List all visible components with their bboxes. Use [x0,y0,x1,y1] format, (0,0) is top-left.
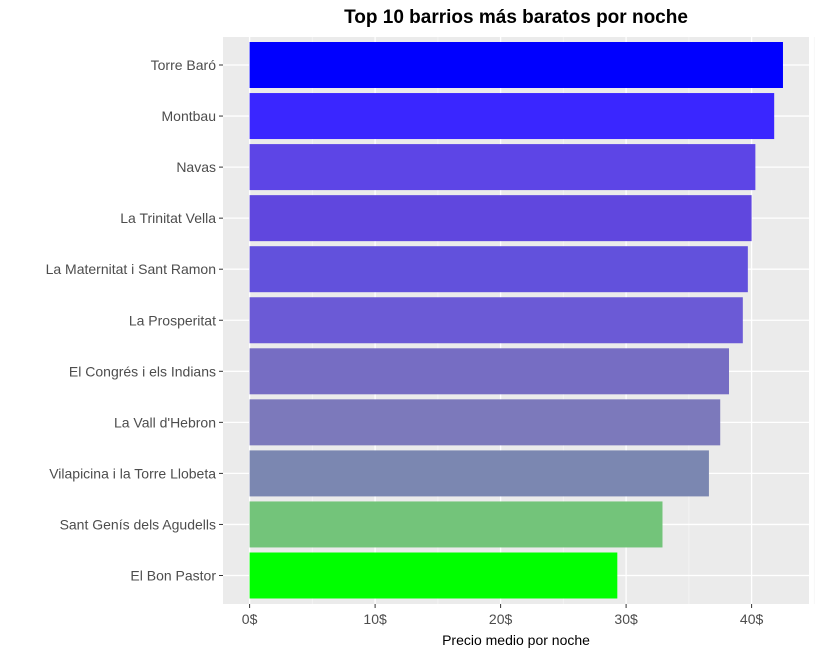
x-tick-label: 10$ [363,611,387,627]
bar [249,552,618,599]
y-axis: Torre Baró Montbau Navas La Trinitat Vella L… [46,57,223,584]
bars [249,42,783,599]
x-axis-title: Precio medio por noche [442,632,590,648]
y-tick-label: Sant Genís dels Agudells [60,516,216,532]
bar [249,93,775,140]
bar [249,42,783,88]
bar [249,246,748,293]
y-tick-label: La Trinitat Vella [120,210,216,226]
bar [249,195,752,242]
x-tick-label: 0$ [242,611,258,627]
x-tick-label: 20$ [489,611,513,627]
y-tick-label: Vilapicina i la Torre Llobeta [49,465,216,481]
bar [249,348,730,395]
bar [249,450,709,497]
y-tick-label: Navas [176,159,216,175]
y-tick-label: Torre Baró [151,57,217,73]
x-axis: 0$ 10$ 20$ 30$ 40$ [242,604,764,627]
y-tick-label: El Congrés i els Indians [69,363,216,379]
bar [249,399,721,446]
x-tick-label: 40$ [740,611,764,627]
x-tick-label: 30$ [614,611,638,627]
y-tick-label: Montbau [162,108,216,124]
chart-title: Top 10 barrios más baratos por noche [344,7,688,28]
y-tick-label: La Maternitat i Sant Ramon [46,261,216,277]
bar [249,501,663,548]
bar [249,297,743,344]
bar [249,144,756,191]
y-tick-label: La Prosperitat [129,312,216,328]
y-tick-label: El Bon Pastor [130,568,216,584]
y-tick-label: La Vall d'Hebron [114,414,216,430]
